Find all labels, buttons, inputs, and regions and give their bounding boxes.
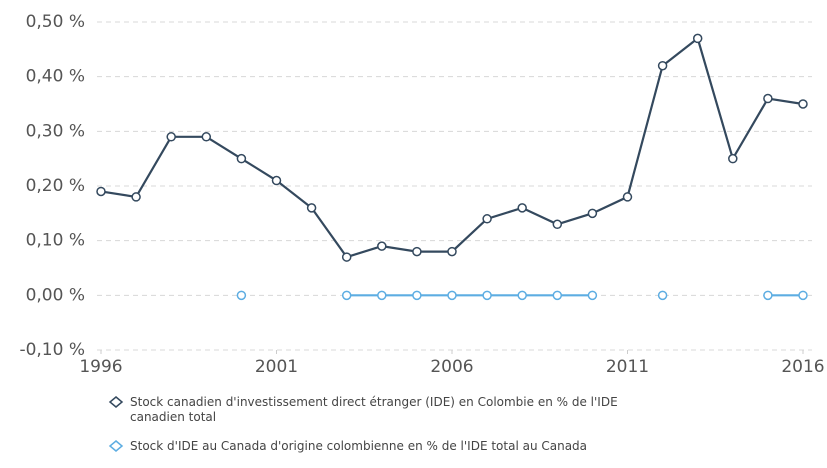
y-tick-label: 0,10 % xyxy=(26,231,85,251)
point xyxy=(692,33,703,44)
point xyxy=(798,99,808,109)
x-tick-label: 1996 xyxy=(79,357,122,377)
point xyxy=(306,203,317,213)
point xyxy=(763,93,773,104)
point xyxy=(447,290,457,301)
y-tick-label: 0,20 % xyxy=(26,176,85,196)
y-tick-label: 0,30 % xyxy=(26,121,85,141)
point xyxy=(482,290,492,301)
point xyxy=(482,214,492,224)
point xyxy=(412,246,422,257)
point xyxy=(236,153,247,164)
legend: Stock canadien d'investissement direct é… xyxy=(108,395,708,468)
point xyxy=(131,192,141,202)
legend-item: Stock canadien d'investissement direct é… xyxy=(108,395,708,425)
point xyxy=(622,192,633,202)
point xyxy=(657,290,668,301)
point xyxy=(552,219,563,230)
point xyxy=(657,60,668,71)
point xyxy=(798,290,808,301)
point xyxy=(763,290,773,301)
point xyxy=(166,132,176,142)
x-tick-label: 2001 xyxy=(255,357,298,377)
y-tick-label: 0,40 % xyxy=(26,67,85,87)
legend-item: Stock d'IDE au Canada d'origine colombie… xyxy=(108,439,708,454)
point xyxy=(587,290,598,301)
legend-marker xyxy=(108,440,124,452)
y-tick-label: 0,00 % xyxy=(26,285,85,305)
legend-label: Stock canadien d'investissement direct é… xyxy=(130,395,618,424)
chart: -0,10 % 0,00 % 0,10 % 0,20 % 0,30 % 0,40 % 0,5… xyxy=(19,12,824,377)
x-tick-label: 2016 xyxy=(781,357,824,377)
y-tick-label: 0,50 % xyxy=(26,12,85,32)
point xyxy=(236,290,247,301)
point xyxy=(412,290,422,301)
legend-marker xyxy=(108,396,124,408)
point xyxy=(517,203,527,213)
point xyxy=(447,246,457,257)
point xyxy=(517,290,527,301)
x-tick-label: 2006 xyxy=(430,357,473,377)
point xyxy=(587,208,598,219)
point xyxy=(271,175,282,186)
point xyxy=(377,290,387,301)
point xyxy=(728,153,738,164)
point xyxy=(341,252,352,262)
point xyxy=(341,290,352,301)
series-line xyxy=(100,36,804,259)
point xyxy=(201,132,212,142)
x-tick-label: 2011 xyxy=(606,357,649,377)
legend-label: Stock d'IDE au Canada d'origine colombie… xyxy=(130,439,588,453)
point xyxy=(96,186,106,197)
legend-symbol xyxy=(108,440,124,452)
y-tick-label: -0,10 % xyxy=(19,340,85,360)
legend-symbol xyxy=(108,396,124,408)
point xyxy=(377,241,387,251)
point xyxy=(552,290,563,301)
